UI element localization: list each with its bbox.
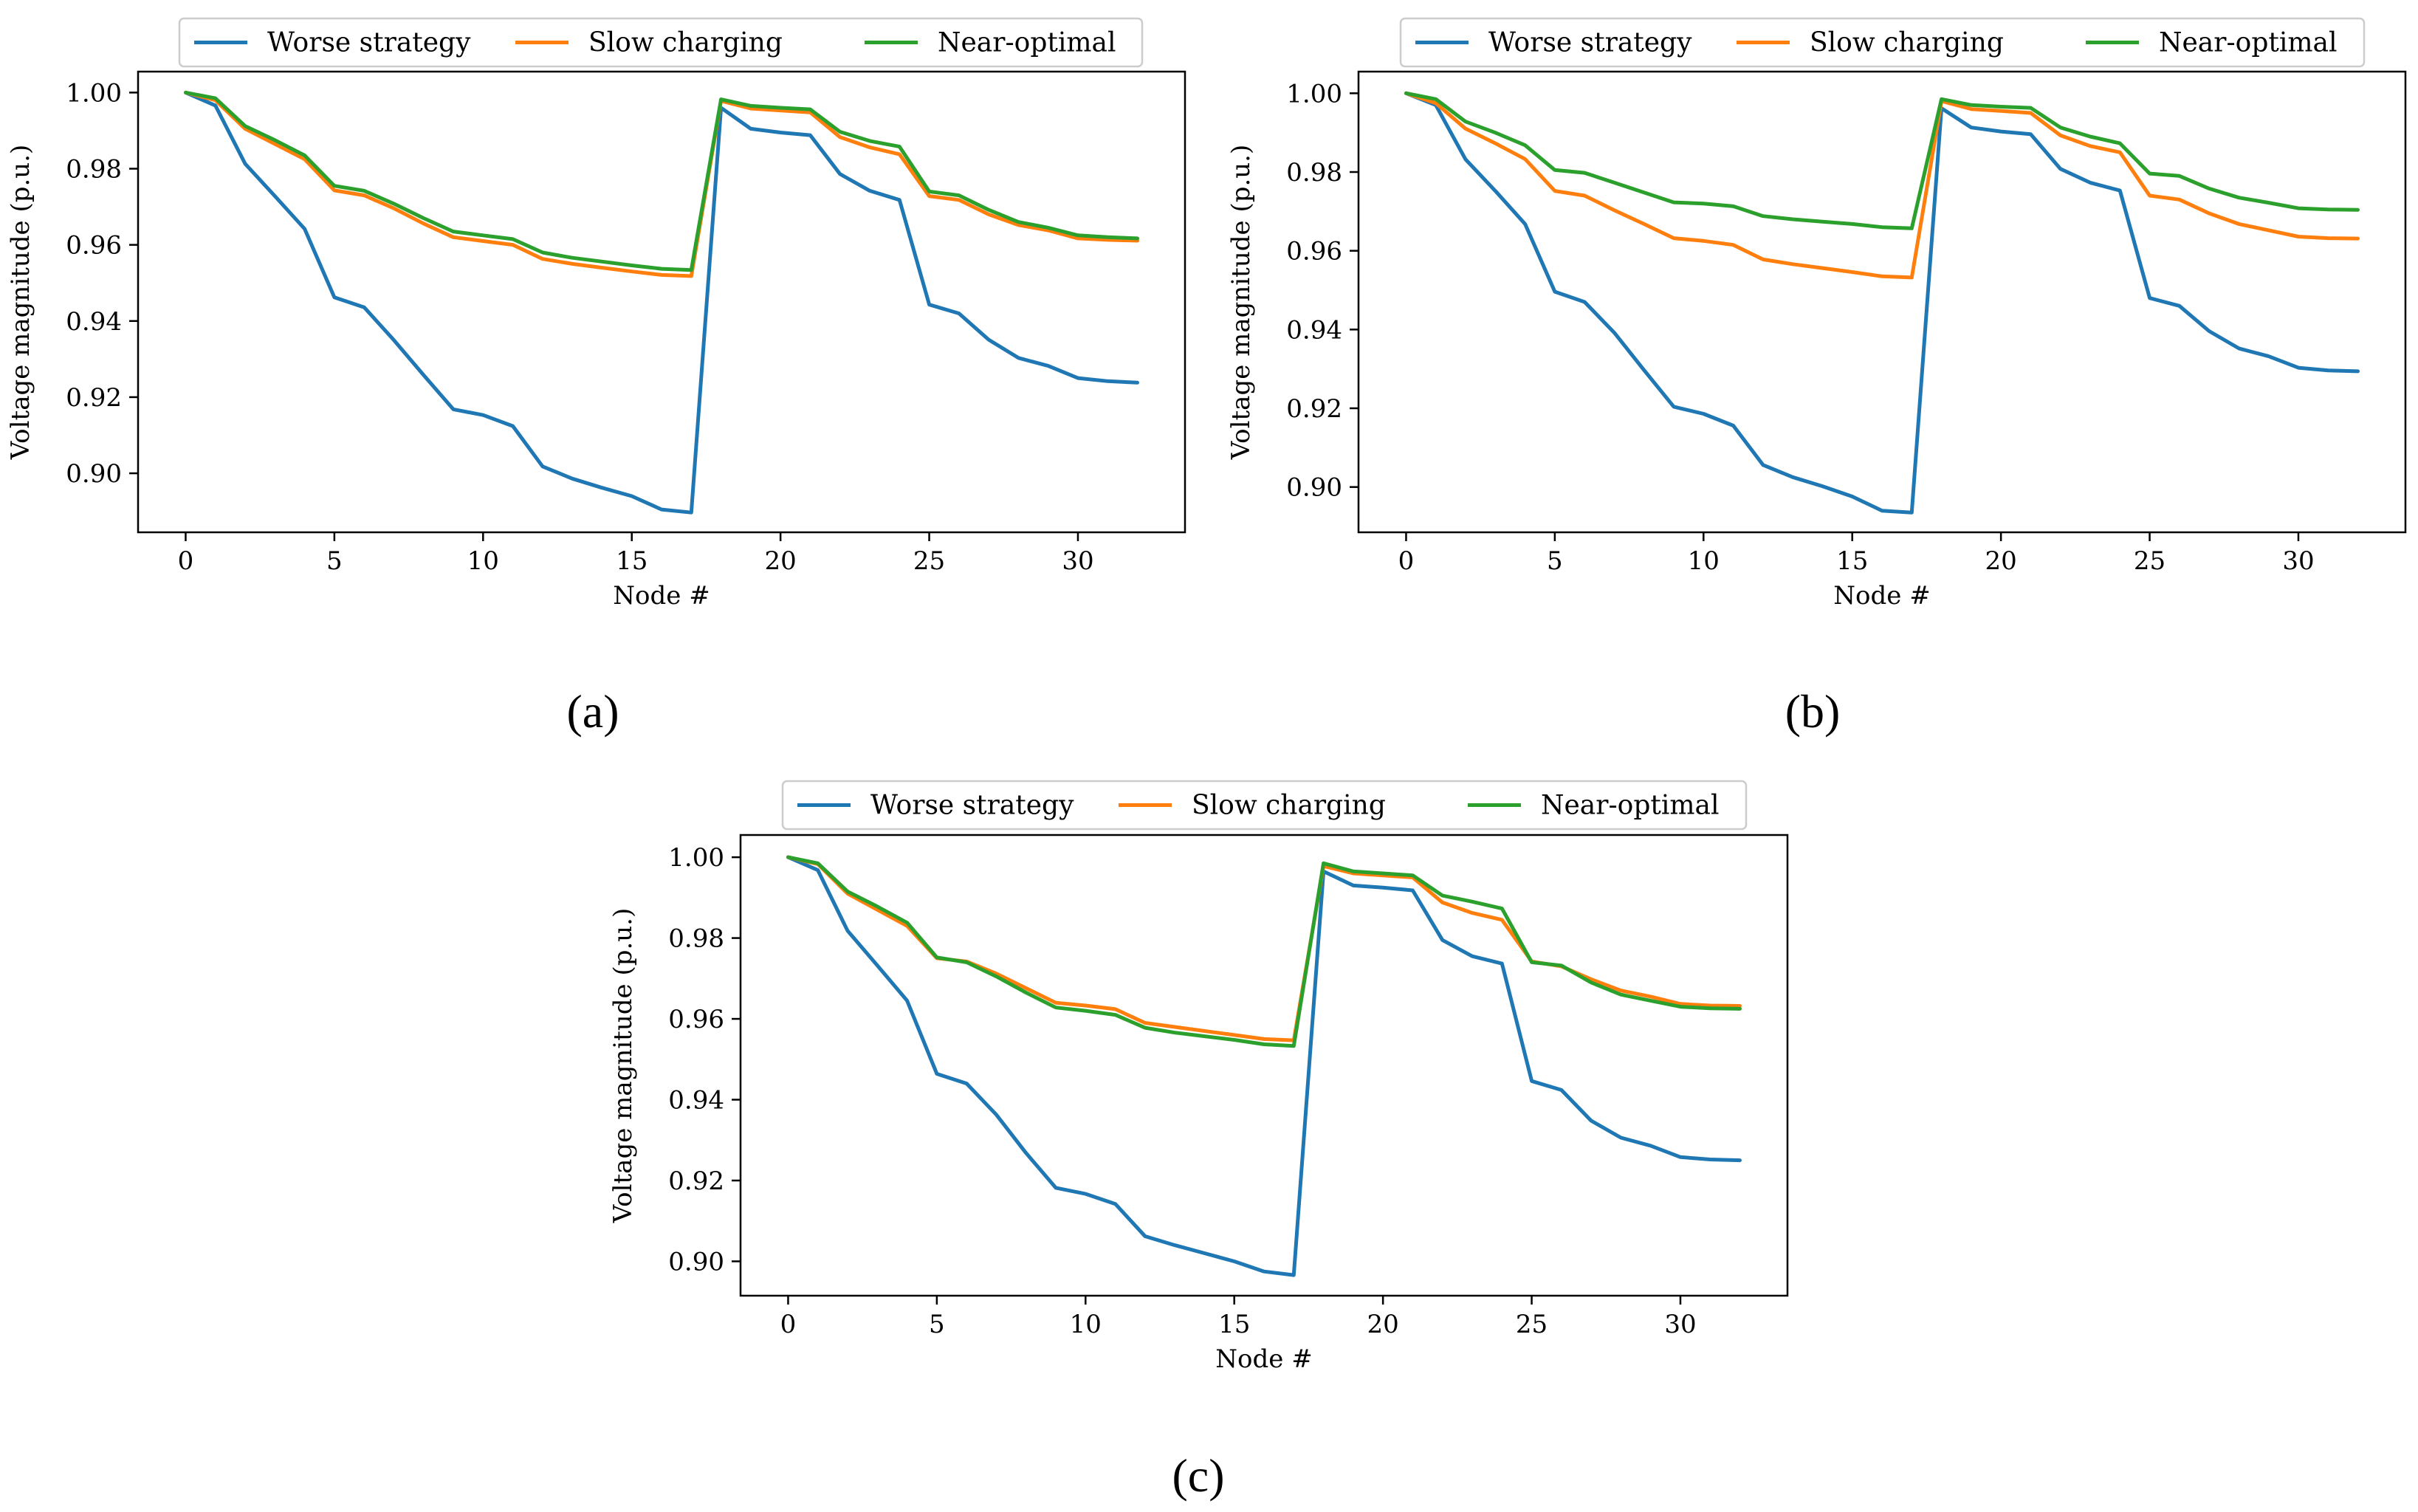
y-tick-label: 1.00 — [1286, 79, 1342, 109]
series-line-slow-charging — [1404, 91, 2360, 280]
y-tick-label: 1.00 — [668, 843, 724, 873]
x-tick-label: 30 — [1664, 1310, 1696, 1339]
x-axis-label: Node # — [613, 581, 710, 611]
x-tick-label: 0 — [1398, 546, 1415, 576]
x-tick-label: 5 — [1547, 546, 1563, 576]
y-tick-label: 0.90 — [1286, 473, 1342, 503]
legend-label-slow-charging: Slow charging — [1192, 791, 1386, 821]
legend-box — [178, 17, 1144, 68]
y-axis-label: Voltage magnitude (p.u.) — [6, 145, 35, 461]
x-tick-label: 10 — [467, 546, 499, 576]
plot-frame — [1357, 70, 2407, 534]
y-tick-label: 0.98 — [1286, 158, 1342, 188]
legend-label-near-optimal: Near-optimal — [2159, 28, 2337, 58]
chart-panel-a: 0 5 10 15 20 25 30 0.90 0.92 0.94 0.96 0.98 1.00 Node… — [6, 17, 1186, 611]
caption-b: (b) — [1785, 685, 1841, 738]
series-line-worse-strategy — [786, 855, 1742, 1277]
legend-label-slow-charging: Slow charging — [588, 28, 783, 58]
legend-label-slow-charging: Slow charging — [1810, 28, 2004, 58]
x-tick-label: 5 — [929, 1310, 945, 1339]
y-tick-label: 0.94 — [66, 307, 122, 337]
x-tick-label: 25 — [913, 546, 945, 576]
x-tick-label: 0 — [178, 546, 194, 576]
y-tick-label: 0.94 — [1286, 315, 1342, 345]
x-tick-label: 30 — [1062, 546, 1093, 576]
chart-panel-c: 0 5 10 15 20 25 30 0.90 0.92 0.94 0.96 0.98 1.00 Node… — [608, 780, 1789, 1374]
legend-box — [781, 780, 1748, 831]
x-tick-label: 15 — [616, 546, 648, 576]
legend-label-worse-strategy: Worse strategy — [267, 28, 471, 58]
y-tick-label: 0.94 — [668, 1086, 724, 1116]
series-line-worse-strategy — [1404, 91, 2360, 515]
legend-label-worse-strategy: Worse strategy — [870, 791, 1074, 821]
caption-a: (a) — [566, 685, 619, 738]
y-tick-label: 0.96 — [668, 1005, 724, 1034]
series-line-near-optimal — [1404, 91, 2360, 230]
y-tick-label: 1.00 — [66, 78, 122, 108]
series-line-near-optimal — [786, 855, 1742, 1048]
y-tick-label: 0.92 — [66, 383, 122, 413]
x-tick-label: 30 — [2282, 546, 2314, 576]
series-line-worse-strategy — [184, 90, 1139, 515]
x-tick-label: 20 — [1985, 546, 2017, 576]
caption-c: (c) — [1172, 1449, 1224, 1502]
plot-frame — [137, 70, 1186, 534]
y-tick-label: 0.90 — [66, 459, 122, 489]
x-tick-label: 20 — [1367, 1310, 1399, 1339]
series-line-near-optimal — [184, 90, 1139, 272]
y-tick-label: 0.96 — [1286, 237, 1342, 267]
y-axis-label: Voltage magnitude (p.u.) — [608, 908, 638, 1224]
x-axis-label: Node # — [1833, 581, 1930, 611]
y-tick-label: 0.98 — [66, 155, 122, 185]
y-tick-label: 0.92 — [1286, 394, 1342, 424]
legend-label-near-optimal: Near-optimal — [1541, 791, 1719, 821]
legend-label-near-optimal: Near-optimal — [938, 28, 1116, 58]
x-tick-label: 5 — [326, 546, 343, 576]
series-line-slow-charging — [184, 90, 1139, 278]
x-tick-label: 0 — [780, 1310, 797, 1339]
x-tick-label: 15 — [1836, 546, 1868, 576]
y-tick-label: 0.98 — [668, 924, 724, 954]
legend-box — [1399, 17, 2366, 68]
y-tick-label: 0.92 — [668, 1166, 724, 1196]
y-axis-label: Voltage magnitude (p.u.) — [1226, 145, 1256, 461]
x-tick-label: 10 — [1688, 546, 1720, 576]
x-axis-label: Node # — [1215, 1344, 1312, 1374]
x-tick-label: 25 — [2134, 546, 2165, 576]
x-tick-label: 25 — [1516, 1310, 1548, 1339]
chart-panel-b: 0 5 10 15 20 25 30 0.90 0.92 0.94 0.96 0.98 1.00 Node… — [1226, 17, 2407, 611]
x-tick-label: 20 — [765, 546, 797, 576]
plot-frame — [739, 834, 1789, 1297]
legend-label-worse-strategy: Worse strategy — [1488, 28, 1692, 58]
x-tick-label: 15 — [1218, 1310, 1250, 1339]
y-tick-label: 0.90 — [668, 1247, 724, 1276]
y-tick-label: 0.96 — [66, 231, 122, 261]
x-tick-label: 10 — [1070, 1310, 1102, 1339]
